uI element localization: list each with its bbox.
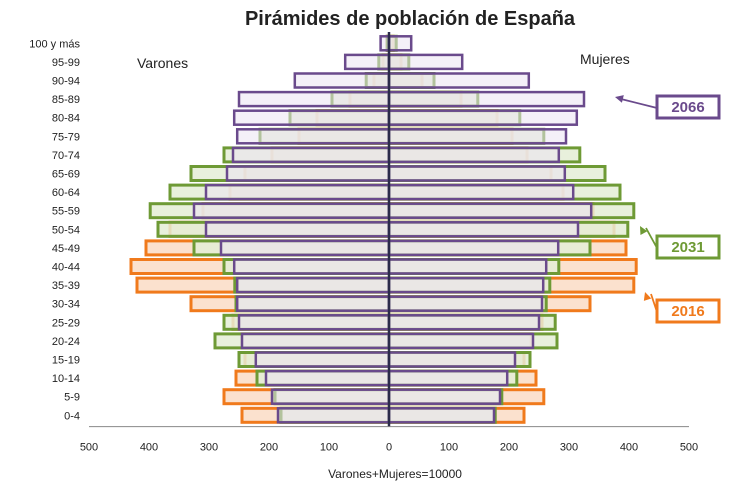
bar-women-2066	[387, 202, 593, 219]
series-2066	[192, 35, 593, 424]
bar-women-2066	[387, 258, 548, 275]
bar-men-2066	[204, 221, 391, 238]
bar-women-2066	[387, 332, 535, 350]
bar-women-2066	[387, 388, 502, 405]
x-tick-label: 300	[200, 442, 218, 454]
callout-2016: 2016	[643, 292, 721, 324]
bar-women-2066	[387, 109, 579, 126]
callout-box	[655, 298, 721, 324]
callout-arrow-head	[615, 95, 624, 103]
x-tick-label: 100	[440, 442, 458, 454]
bars-group	[129, 34, 638, 424]
y-tick-label: 45-49	[52, 243, 80, 255]
bar-men-2066	[379, 35, 391, 52]
x-tick-label: 100	[320, 442, 338, 454]
bar-men-2066	[232, 109, 391, 126]
x-tick-label: 0	[386, 442, 392, 454]
x-axis-label: Varones+Mujeres=10000	[328, 467, 462, 481]
bar-women-2066	[387, 90, 586, 108]
bar-women-2066	[387, 369, 509, 387]
bar-men-2066	[293, 72, 391, 89]
callout-box	[655, 234, 721, 260]
bar-women-2066	[387, 221, 580, 238]
callout-2066: 2066	[615, 94, 721, 120]
callout-box	[655, 94, 721, 120]
y-tick-label: 100 y más	[29, 38, 80, 50]
right-side-label: Mujeres	[580, 51, 630, 67]
bar-women-2066	[387, 351, 517, 368]
y-tick-label: 20-24	[52, 336, 80, 348]
y-tick-label: 55-59	[52, 206, 80, 218]
callout-2031: 2031	[640, 226, 721, 260]
callouts-group: 2066 2031 2016	[615, 94, 721, 324]
x-tick-label: 200	[260, 442, 278, 454]
y-tick-label: 60-64	[52, 187, 80, 199]
bar-women-2066	[387, 183, 575, 201]
callout-arrow-head	[640, 226, 648, 235]
y-tick-label: 10-14	[52, 373, 80, 385]
y-tick-label: 70-74	[52, 150, 80, 162]
y-tick-label: 15-19	[52, 355, 80, 367]
x-tick-label: 300	[560, 442, 578, 454]
bar-men-2066	[235, 128, 391, 145]
bar-men-2066	[237, 314, 391, 331]
left-side-label: Varones	[137, 55, 188, 71]
bar-men-2066	[270, 388, 391, 405]
bar-women-2066	[387, 72, 531, 89]
bar-men-2066	[192, 202, 391, 219]
bar-men-2066	[219, 239, 391, 257]
axes-group: 100 y más 95-99 90-94 85-89 80-84 75-79 70-74 6…	[29, 32, 698, 454]
callout-arrow-head	[643, 292, 652, 301]
bar-men-2066	[343, 53, 391, 71]
bar-men-2066	[235, 295, 391, 312]
bar-women-2066	[387, 276, 545, 294]
y-tick-label: 30-34	[52, 299, 80, 311]
bar-women-2066	[387, 128, 568, 145]
bar-men-2066	[225, 165, 391, 182]
y-tick-label: 35-39	[52, 280, 80, 292]
callout-label: 2066	[671, 99, 704, 116]
bar-men-2066	[240, 332, 391, 350]
x-tick-label: 200	[500, 442, 518, 454]
y-tick-label: 95-99	[52, 57, 80, 69]
y-tick-label: 85-89	[52, 94, 80, 106]
bar-women-2066	[387, 239, 560, 257]
bar-women-2066	[387, 407, 496, 424]
bar-men-2066	[235, 276, 391, 294]
y-tick-label: 90-94	[52, 76, 80, 88]
callout-arrow-line	[620, 98, 658, 109]
bar-men-2066	[231, 146, 391, 164]
x-tick-label: 500	[680, 442, 698, 454]
bar-men-2066	[232, 258, 391, 275]
y-tick-label: 65-69	[52, 169, 80, 181]
bar-women-2066	[387, 165, 567, 182]
bar-women-2066	[387, 314, 541, 331]
callout-label: 2031	[671, 239, 704, 256]
y-tick-label: 40-44	[52, 262, 80, 274]
bar-men-2066	[204, 183, 391, 201]
y-tick-label: 80-84	[52, 113, 80, 125]
bar-women-2066	[387, 146, 561, 164]
x-tick-label: 500	[80, 442, 98, 454]
y-tick-label: 75-79	[52, 131, 80, 143]
y-tick-label: 50-54	[52, 224, 80, 236]
callout-label: 2016	[671, 303, 704, 320]
chart-title: Pirámides de población de España	[245, 8, 576, 30]
bar-women-2066	[387, 295, 544, 312]
bar-men-2066	[264, 369, 391, 387]
y-tick-label: 25-29	[52, 317, 80, 329]
bar-women-2066	[387, 35, 413, 52]
bar-men-2066	[276, 407, 391, 424]
bar-men-2066	[237, 90, 391, 108]
y-tick-label: 5-9	[64, 392, 80, 404]
x-tick-label: 400	[140, 442, 158, 454]
callout-arrow-line	[645, 227, 658, 249]
x-tick-label: 400	[620, 442, 638, 454]
bar-women-2066	[387, 53, 464, 71]
y-tick-label: 0-4	[64, 410, 80, 422]
bar-men-2066	[254, 351, 391, 368]
